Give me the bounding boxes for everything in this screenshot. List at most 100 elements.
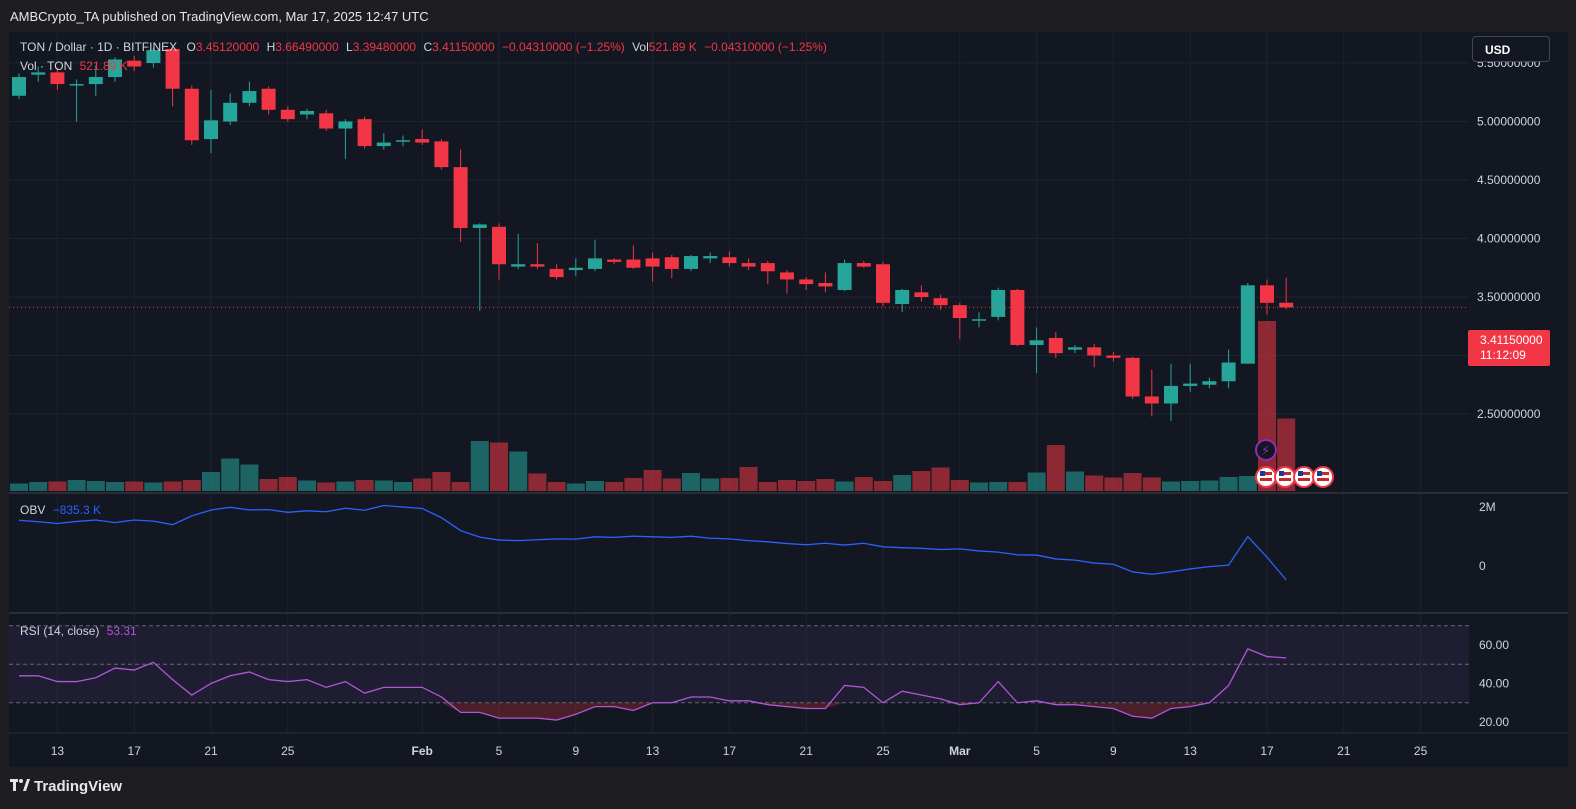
- candle-body: [1144, 396, 1159, 404]
- close-value: 3.41150000: [432, 40, 495, 54]
- volume-legend: Vol · TON 521.89 K: [20, 59, 128, 73]
- volume-bar: [605, 482, 624, 491]
- price-axis-label: 4.50000000: [1477, 173, 1541, 187]
- volume-bar: [1200, 480, 1219, 491]
- us-flag-icon: [1293, 466, 1315, 488]
- obv-label[interactable]: OBV: [20, 503, 46, 517]
- symbol-label[interactable]: TON / Dollar · 1D · BITFINEX: [20, 40, 178, 54]
- volume-bar: [989, 482, 1008, 491]
- candle-body: [933, 298, 948, 306]
- lightning-icon-glyph: ⚡: [1261, 444, 1270, 459]
- tradingview-logo-text: TradingView: [34, 778, 123, 795]
- volume-bar: [182, 480, 201, 491]
- volume-bar: [1258, 321, 1276, 491]
- us-flag-canton: [1260, 471, 1265, 476]
- volume-bar: [240, 464, 259, 491]
- time-axis-label: 21: [800, 744, 814, 758]
- volume-bar: [490, 442, 508, 491]
- candle-body: [1260, 285, 1274, 303]
- volume-bar: [778, 480, 796, 491]
- candle-body: [415, 139, 430, 143]
- chart-panel[interactable]: 2.500000003.000000003.500000004.00000000…: [9, 32, 1568, 767]
- candle-body: [837, 263, 852, 290]
- rsi-axis-label: 20.00: [1479, 715, 1509, 729]
- price-legend: TON / Dollar · 1D · BITFINEX O3.45120000…: [20, 40, 827, 54]
- obv-value: −835.3 K: [52, 503, 102, 517]
- rsi-axis-label: 40.00: [1479, 677, 1509, 691]
- candle-body: [1125, 357, 1140, 397]
- currency-button[interactable]: USD: [1472, 36, 1550, 62]
- volume-bar: [1085, 475, 1104, 491]
- candle-body: [1106, 355, 1121, 358]
- candle-body: [780, 272, 794, 280]
- time-axis-label: 5: [496, 744, 503, 758]
- candle-body: [204, 120, 218, 140]
- candle-body: [396, 140, 410, 142]
- volume-bar: [432, 472, 451, 491]
- candle-body: [12, 77, 26, 96]
- candle-body: [261, 88, 276, 110]
- volume-bar: [355, 480, 374, 491]
- candle-body: [684, 256, 698, 269]
- candle-body: [856, 263, 871, 267]
- candle-body: [319, 113, 334, 129]
- rsi-oversold-fill: [19, 702, 1287, 721]
- candle-body: [607, 259, 622, 262]
- volume-bar: [470, 441, 489, 491]
- obv-axis-label: 0: [1479, 559, 1486, 573]
- time-axis-label: 17: [723, 744, 737, 758]
- us-flag-canton: [1279, 471, 1284, 476]
- candle-body: [1279, 302, 1294, 308]
- candle-body: [50, 72, 65, 85]
- volume-bar: [413, 478, 432, 491]
- candle-body: [223, 102, 238, 122]
- us-flag-icon: [1255, 466, 1277, 488]
- vol-change-value: −0.04310000 (−1.25%): [704, 40, 827, 54]
- rsi-axis-label: 60.00: [1479, 638, 1509, 652]
- volume-bar: [144, 482, 163, 491]
- candle-body: [376, 142, 391, 147]
- rsi-label[interactable]: RSI (14, close): [20, 624, 100, 638]
- time-axis-label: Feb: [412, 744, 433, 758]
- candle-body: [1087, 347, 1102, 356]
- volume-bar: [816, 479, 835, 491]
- tradingview-logo[interactable]: TradingView: [10, 778, 122, 795]
- volume-bar: [278, 477, 297, 491]
- volume-bar: [29, 482, 48, 491]
- candle-body: [1010, 289, 1025, 345]
- rsi-legend: RSI (14, close) 53.31: [20, 624, 137, 638]
- volume-bar: [931, 467, 950, 491]
- time-axis-label: 13: [1184, 744, 1198, 758]
- time-axis-label: 21: [1337, 744, 1351, 758]
- candle-body: [991, 289, 1006, 317]
- volume-bar: [566, 483, 585, 491]
- volume-bar: [163, 481, 182, 491]
- volume-bar: [701, 478, 720, 491]
- volume-bar: [1066, 471, 1084, 491]
- publisher-text: AMBCrypto_TA published on TradingView.co…: [10, 9, 429, 24]
- candle-body: [69, 84, 84, 86]
- candle-body: [338, 121, 353, 129]
- volume-series-label[interactable]: Vol · TON: [20, 59, 73, 73]
- volume-bar: [298, 480, 316, 491]
- last-price-tag: 3.41150000 11:12:09: [1468, 330, 1550, 366]
- volume-bar: [970, 482, 988, 491]
- time-axis-label: 17: [1260, 744, 1274, 758]
- change-value: −0.04310000 (−1.25%): [501, 40, 625, 54]
- candle-body: [1029, 340, 1044, 345]
- price-axis-label: 5.00000000: [1477, 115, 1541, 129]
- candle-body: [1068, 347, 1082, 350]
- volume-bar: [912, 471, 931, 491]
- candle-body: [492, 226, 506, 265]
- volume-bar: [1142, 477, 1161, 491]
- volume-bar: [662, 478, 681, 491]
- us-flag-stripe: [1279, 472, 1291, 475]
- chart-canvas[interactable]: 2.500000003.000000003.500000004.00000000…: [9, 32, 1568, 767]
- candle-body: [472, 224, 487, 228]
- candle-body: [1048, 337, 1063, 354]
- volume-bar: [1046, 445, 1065, 491]
- volume-bar: [835, 481, 854, 491]
- us-flag-canton: [1317, 471, 1322, 476]
- volume-bar: [643, 470, 662, 491]
- low-value: 3.39480000: [352, 40, 417, 54]
